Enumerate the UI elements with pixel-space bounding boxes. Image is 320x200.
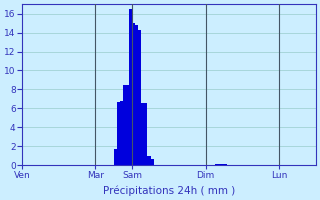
Bar [148, 156, 149, 165]
Bar [121, 101, 123, 165]
Bar [215, 164, 216, 165]
Bar [135, 25, 137, 165]
Bar [218, 164, 220, 165]
X-axis label: Précipitations 24h ( mm ): Précipitations 24h ( mm ) [103, 185, 235, 196]
Bar [224, 164, 226, 165]
Bar [220, 164, 221, 165]
Bar [150, 159, 152, 165]
Bar [115, 149, 117, 165]
Bar [149, 156, 150, 165]
Bar [114, 149, 115, 165]
Bar [152, 159, 154, 165]
Bar [226, 164, 227, 165]
Bar [132, 23, 134, 165]
Bar [131, 9, 132, 165]
Bar [144, 103, 146, 165]
Bar [137, 25, 138, 165]
Bar [140, 30, 141, 165]
Bar [138, 30, 140, 165]
Bar [222, 164, 224, 165]
Bar [120, 101, 121, 165]
Bar [129, 9, 131, 165]
Bar [143, 103, 144, 165]
Bar [118, 102, 120, 165]
Bar [128, 85, 129, 165]
Bar [126, 85, 128, 165]
Bar [123, 85, 124, 165]
Bar [134, 23, 135, 165]
Bar [216, 164, 218, 165]
Bar [146, 103, 148, 165]
Bar [221, 164, 222, 165]
Bar [117, 102, 118, 165]
Bar [124, 85, 126, 165]
Bar [141, 103, 143, 165]
